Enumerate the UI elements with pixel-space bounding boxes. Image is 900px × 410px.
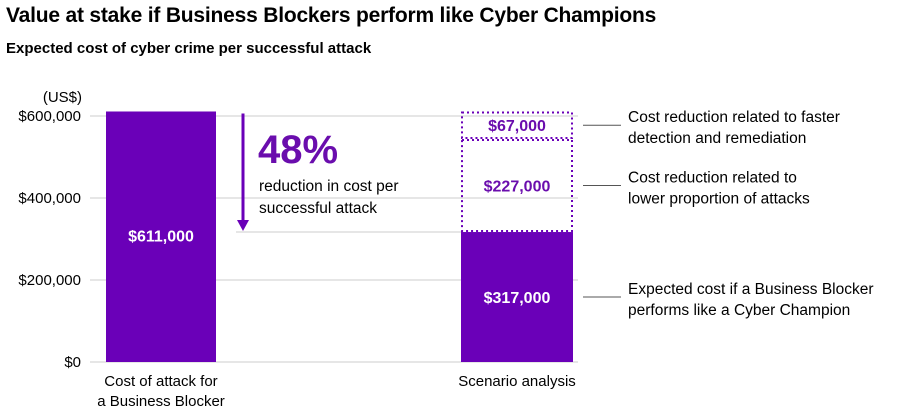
- bar-business-blocker: [106, 111, 216, 363]
- x-category-label: a Business Blocker: [97, 393, 225, 410]
- y-tick-label: $0: [64, 354, 81, 371]
- segment-note-line: Expected cost if a Business Blocker: [628, 281, 874, 298]
- bar-segment-expected-cost: [461, 232, 573, 362]
- segment-note-line: detection and remediation: [628, 130, 806, 147]
- x-category-label: Cost of attack for: [104, 373, 217, 390]
- bar-segment-reduction: [461, 111, 573, 139]
- callout-text-line: reduction in cost per: [259, 178, 399, 195]
- segment-note-line: performs like a Cyber Champion: [628, 302, 850, 319]
- segment-note-line: Cost reduction related to faster: [628, 109, 840, 126]
- y-unit-label: (US$): [43, 89, 82, 106]
- chart-title: Value at stake if Business Blockers perf…: [6, 4, 657, 27]
- y-tick-label: $400,000: [18, 190, 81, 207]
- segment-value-label: $227,000: [484, 178, 551, 195]
- bar-value-label: $611,000: [128, 229, 194, 246]
- chart-subtitle: Expected cost of cyber crime per success…: [6, 40, 372, 57]
- reduction-arrow-head: [237, 220, 249, 232]
- callout-text-line: successful attack: [259, 200, 377, 217]
- y-tick-label: $200,000: [18, 272, 81, 289]
- y-tick-label: $600,000: [18, 108, 81, 125]
- callout-percent: 48%: [258, 128, 338, 172]
- segment-value-label: $317,000: [484, 290, 551, 307]
- x-category-label: Scenario analysis: [458, 373, 576, 390]
- segment-note-line: Cost reduction related to: [628, 169, 797, 186]
- segment-note-line: lower proportion of attacks: [628, 190, 810, 207]
- bar-segment-reduction: [461, 138, 573, 233]
- segment-value-label: $67,000: [488, 118, 546, 135]
